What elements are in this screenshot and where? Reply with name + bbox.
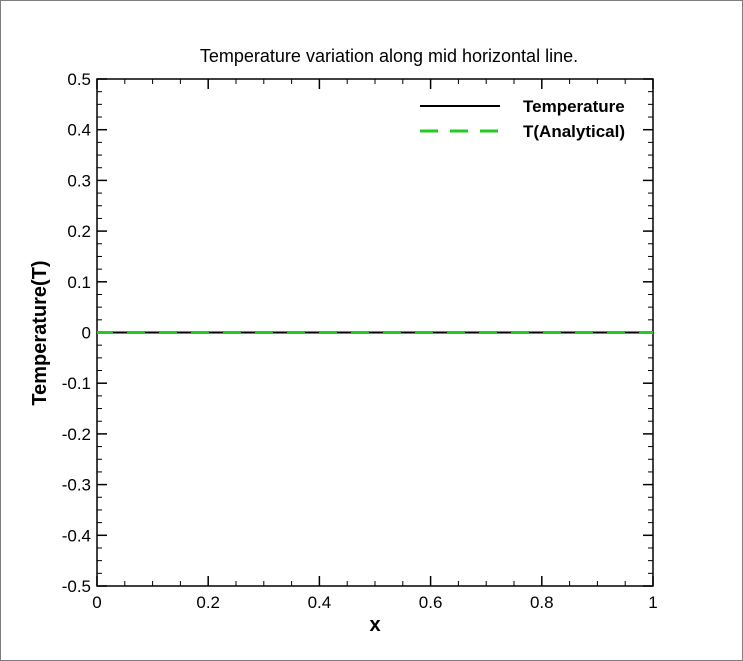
y-axis-title: Temperature(T) — [29, 260, 51, 405]
y-tick-label: 0.2 — [67, 222, 91, 241]
y-tick-label: 0.3 — [67, 171, 91, 190]
y-tick-label: -0.2 — [62, 425, 91, 444]
y-tick-label: -0.4 — [62, 526, 91, 545]
x-tick-label: 0.4 — [308, 593, 332, 612]
legend: Temperature T(Analytical) — [420, 97, 625, 141]
y-axis: -0.5 -0.4 -0.3 -0.2 -0.1 0 0.1 0.2 0.3 0.4 0.5 — [62, 70, 653, 596]
x-tick-label: 0 — [92, 593, 101, 612]
y-tick-label: 0 — [82, 324, 91, 343]
x-tick-label: 1 — [648, 593, 657, 612]
legend-label: Temperature — [523, 97, 625, 116]
y-tick-label: -0.5 — [62, 577, 91, 596]
x-axis: 0 0.2 0.4 0.6 0.8 1 — [92, 79, 658, 612]
chart-title: Temperature variation along mid horizont… — [200, 46, 578, 66]
x-tick-label: 0.6 — [419, 593, 443, 612]
plot-area: -0.5 -0.4 -0.3 -0.2 -0.1 0 0.1 0.2 0.3 0.4 0.5 0 0.… — [62, 70, 658, 612]
y-tick-label: 0.4 — [67, 121, 91, 140]
y-tick-label: 0.1 — [67, 273, 91, 292]
x-axis-title: x — [369, 614, 380, 636]
x-tick-label: 0.2 — [196, 593, 220, 612]
legend-label: T(Analytical) — [523, 122, 625, 141]
y-tick-label: -0.1 — [62, 374, 91, 393]
x-tick-label: 0.8 — [530, 593, 554, 612]
y-tick-label: 0.5 — [67, 70, 91, 89]
y-tick-label: -0.3 — [62, 476, 91, 495]
